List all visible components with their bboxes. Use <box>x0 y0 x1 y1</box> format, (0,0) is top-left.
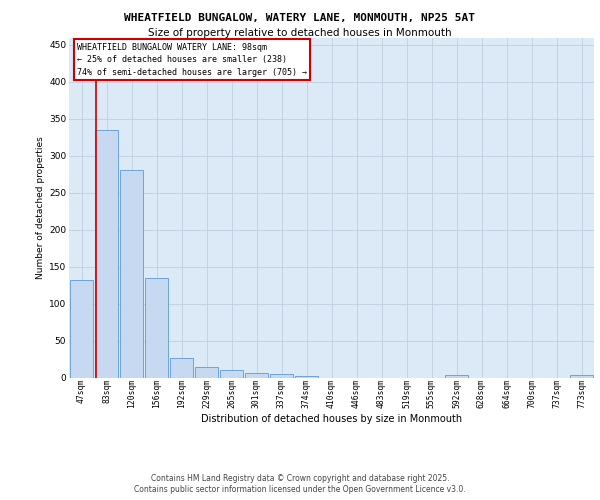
Text: Contains HM Land Registry data © Crown copyright and database right 2025.
Contai: Contains HM Land Registry data © Crown c… <box>134 474 466 494</box>
Bar <box>295 376 318 378</box>
Bar <box>120 170 143 378</box>
Bar <box>245 373 268 378</box>
Text: Size of property relative to detached houses in Monmouth: Size of property relative to detached ho… <box>148 28 452 38</box>
Text: WHEATFIELD BUNGALOW WATERY LANE: 98sqm
← 25% of detached houses are smaller (238: WHEATFIELD BUNGALOW WATERY LANE: 98sqm ←… <box>77 42 307 76</box>
Bar <box>195 367 218 378</box>
X-axis label: Distribution of detached houses by size in Monmouth: Distribution of detached houses by size … <box>201 414 462 424</box>
Bar <box>170 358 193 378</box>
Bar <box>95 130 118 378</box>
Bar <box>445 376 468 378</box>
Bar <box>70 280 93 378</box>
Bar <box>570 376 593 378</box>
Bar <box>145 278 168 378</box>
Y-axis label: Number of detached properties: Number of detached properties <box>36 136 45 279</box>
Bar <box>220 370 243 378</box>
Bar <box>270 374 293 378</box>
Text: WHEATFIELD BUNGALOW, WATERY LANE, MONMOUTH, NP25 5AT: WHEATFIELD BUNGALOW, WATERY LANE, MONMOU… <box>125 12 476 22</box>
